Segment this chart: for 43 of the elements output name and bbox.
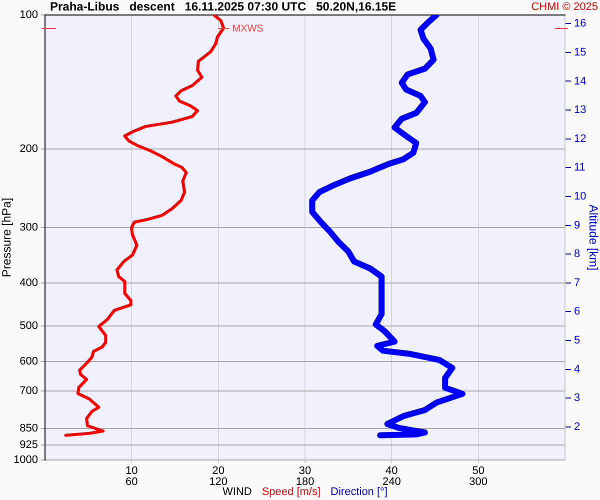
- y2-tick-label: 13: [574, 104, 586, 116]
- ref-line-label: MXWS: [232, 23, 264, 34]
- text: Speed [m/s]: [262, 486, 321, 498]
- y-tick-label: 600: [20, 355, 38, 368]
- y2-tick-label: 15: [574, 46, 586, 58]
- y2-tick-label: 11: [574, 162, 586, 174]
- x-tick-label: 10: [126, 465, 138, 478]
- x-tick-label: 40: [386, 465, 398, 478]
- y-tick-label: 400: [20, 276, 38, 289]
- text: CHMI © 2025: [531, 1, 598, 14]
- y2-tick-label: 9: [574, 219, 580, 232]
- y2-tick-label: 6: [574, 306, 580, 318]
- y2-tick-label: 14: [574, 75, 586, 88]
- y-tick-label: 100: [20, 9, 38, 22]
- y-tick-label: 200: [20, 142, 38, 155]
- y2-tick-label: 2: [574, 420, 580, 433]
- y2-axis-title: Altitude [km]: [586, 204, 600, 271]
- y2-tick-label: 10: [574, 190, 586, 202]
- y-tick-label: 850: [20, 422, 38, 435]
- y2-tick-label: 12: [574, 132, 586, 145]
- x2-tick-label: 60: [126, 476, 138, 488]
- y2-tick-label: 3: [574, 392, 580, 404]
- x-tick-label: 50: [472, 465, 484, 478]
- y2-tick-label: 8: [574, 248, 580, 260]
- x2-tick-label: 180: [296, 476, 314, 488]
- x2-tick-label: 300: [469, 476, 488, 488]
- x2-tick-label: 120: [209, 476, 228, 488]
- y2-tick-label: 5: [574, 334, 580, 346]
- y-axis-title: Pressure [hPa]: [0, 198, 14, 278]
- y-tick-label: 1000: [14, 454, 38, 466]
- x2-tick-label: 240: [382, 476, 401, 488]
- x-tick-label: 20: [212, 465, 224, 478]
- x-axis-title: WIND: [222, 486, 252, 498]
- y2-tick-label: 16: [574, 18, 586, 30]
- y-tick-label: 300: [20, 221, 38, 234]
- x-tick-label: 30: [298, 465, 312, 478]
- y2-tick-label: 4: [574, 363, 580, 376]
- y-tick-label: 500: [20, 320, 38, 332]
- y2-tick-label: 7: [574, 276, 580, 289]
- chart-title: Praha-Libus descent 16.11.2025 07:30 UTC 50.20N,16.15E: [50, 0, 396, 14]
- text: Direction [°]: [330, 486, 388, 498]
- y-tick-label: 700: [20, 385, 38, 398]
- y-tick-label: 925: [20, 438, 38, 451]
